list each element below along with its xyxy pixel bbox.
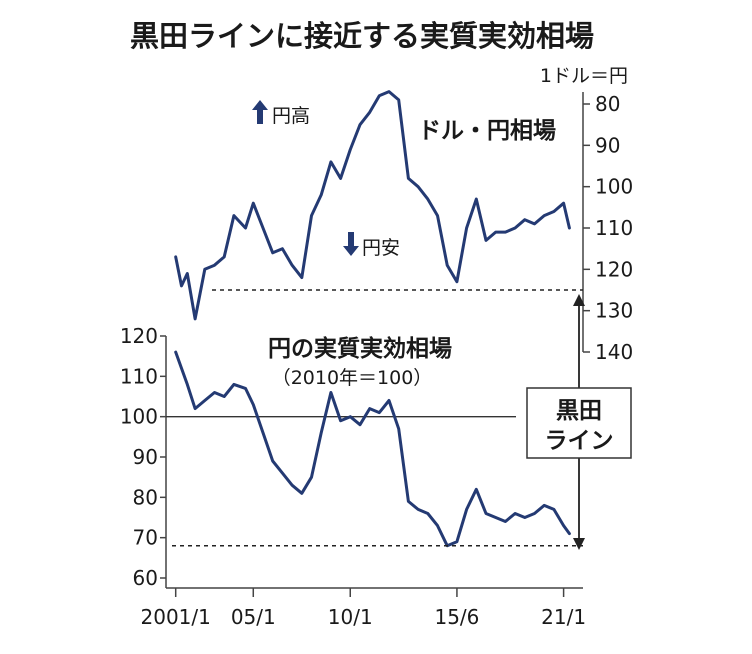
usdjpy-tick-label: 80	[595, 92, 620, 116]
reer-tick-label: 70	[133, 526, 158, 550]
reer-series-label: 円の実質実効相場	[268, 335, 452, 362]
reer-y-ticks: 60 70 80 90 100 110 120	[120, 324, 166, 590]
reer-tick-label: 80	[133, 485, 158, 509]
kuroda-label-line1: 黒田	[556, 398, 602, 424]
yen-down-annotation: 円安	[362, 237, 400, 259]
reer-tick-label: 60	[133, 566, 158, 590]
usdjpy-series-line	[174, 90, 571, 321]
usdjpy-series-label: ドル・円相場	[418, 118, 556, 144]
usdjpy-arrow-up-icon	[252, 100, 268, 124]
x-tick-label: 2001/1	[141, 605, 211, 629]
x-tick-label: 05/1	[231, 605, 276, 629]
yen-up-annotation: 円高	[272, 105, 310, 127]
x-tick-label: 15/6	[434, 605, 479, 629]
usdjpy-tick-label: 110	[595, 216, 633, 240]
usdjpy-y-ticks: 80 90 100 110 120 130 140	[583, 92, 633, 364]
reer-base-note: （2010年＝100）	[272, 367, 433, 389]
reer-tick-label: 100	[120, 405, 158, 429]
x-tick-label: 21/1	[541, 605, 586, 629]
kuroda-line-box	[526, 387, 632, 459]
chart-title: 黒田ラインに接近する実質実効相場	[130, 19, 594, 53]
usdjpy-arrow-down-icon	[343, 232, 359, 256]
usdjpy-tick-label: 120	[595, 257, 633, 281]
usdjpy-tick-label: 140	[595, 340, 633, 364]
reer-tick-label: 110	[120, 364, 158, 388]
usdjpy-tick-label: 90	[595, 133, 620, 157]
usdjpy-tick-label: 100	[595, 175, 633, 199]
usdjpy-unit-label: 1ドル＝円	[540, 65, 628, 87]
kuroda-label-line2: ライン	[545, 428, 614, 454]
reer-tick-label: 120	[120, 324, 158, 348]
usdjpy-tick-label: 130	[595, 299, 633, 323]
x-tick-label: 10/1	[328, 605, 373, 629]
reer-series-line	[174, 350, 571, 548]
x-axis-ticks: 2001/1 05/1 10/1 15/6 21/1	[141, 588, 586, 629]
reer-tick-label: 90	[133, 445, 158, 469]
